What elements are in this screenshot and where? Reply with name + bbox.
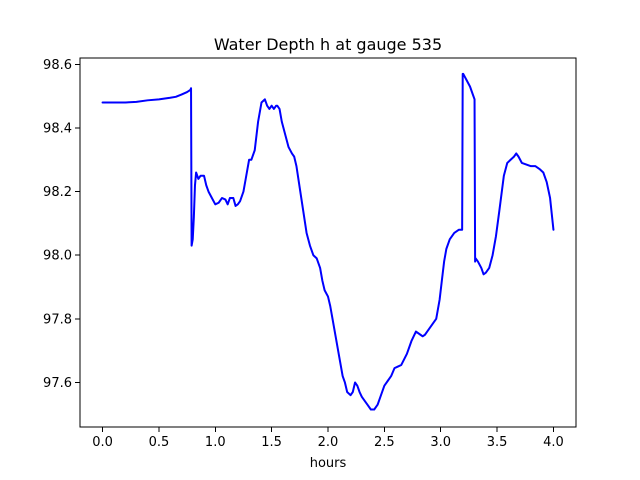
x-tick-label: 3.0 [430, 435, 451, 450]
x-tick-label: 1.0 [205, 435, 226, 450]
x-tick-label: 0.0 [92, 435, 113, 450]
chart-title: Water Depth h at gauge 535 [214, 35, 442, 54]
x-tick-label: 4.0 [543, 435, 564, 450]
y-tick-label: 98.2 [43, 185, 72, 200]
x-tick-label: 1.5 [261, 435, 282, 450]
x-tick-label: 2.5 [374, 435, 395, 450]
y-tick-label: 97.8 [43, 312, 72, 327]
x-tick-label: 2.0 [318, 435, 339, 450]
y-tick-label: 98.4 [43, 121, 72, 136]
series-line [101, 72, 555, 411]
y-axis: 97.6 97.8 98.0 98.2 98.4 98.6 [43, 58, 80, 391]
y-tick-label: 98.0 [43, 249, 72, 264]
x-tick-label: 0.5 [149, 435, 170, 450]
x-axis: 0.0 0.5 1.0 1.5 2.0 2.5 3.0 3.5 4.0 [92, 427, 564, 450]
x-tick-label: 3.5 [487, 435, 508, 450]
y-tick-label: 98.6 [43, 58, 72, 73]
x-axis-label: hours [310, 456, 347, 471]
y-tick-label: 97.6 [43, 376, 72, 391]
